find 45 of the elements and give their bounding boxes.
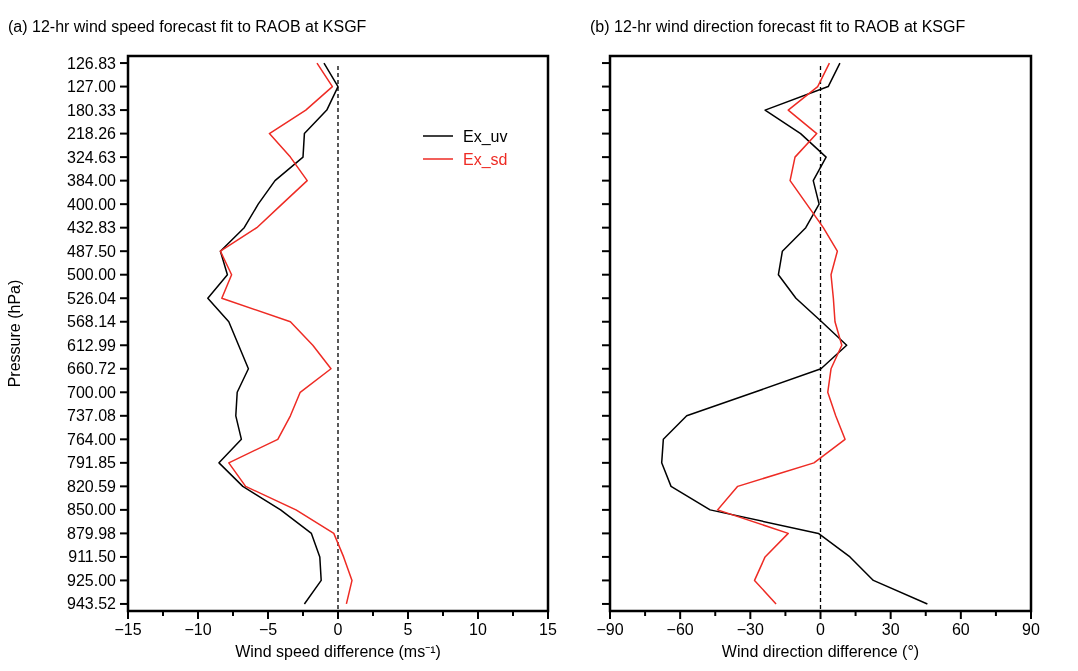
chart-title: (a) 12-hr wind speed forecast fit to RAOB at KSGF <box>8 18 367 35</box>
y-tick-label: 526.04 <box>67 289 117 307</box>
x-tick-label: 10 <box>469 621 487 638</box>
chart-title: (b) 12-hr wind direction forecast fit to RAOB at KSGF <box>590 18 966 35</box>
y-tick-label: 432.83 <box>67 219 117 237</box>
legend-label: Ex_uv <box>463 128 508 146</box>
x-tick-label: −5 <box>258 621 278 638</box>
x-axis-title: Wind direction difference (°) <box>721 643 920 660</box>
y-tick-label: 700.00 <box>67 383 117 401</box>
y-tick-label: 487.50 <box>67 242 117 260</box>
y-tick-label: 925.00 <box>67 571 117 589</box>
y-tick-label: 384.00 <box>67 172 117 190</box>
y-axis-title: Pressure (hPa) <box>6 279 23 388</box>
y-tick-label: 850.00 <box>67 501 117 519</box>
x-tick-label: 30 <box>881 621 900 638</box>
y-tick-label: 324.63 <box>67 148 117 166</box>
y-tick-label: 612.99 <box>67 336 117 354</box>
x-tick-label: 90 <box>1022 621 1040 638</box>
y-tick-label: 568.14 <box>67 313 117 331</box>
x-axis-title: Wind speed difference (ms⁻¹) <box>235 643 441 660</box>
y-tick-label: 764.00 <box>67 430 117 448</box>
x-tick-label: −15 <box>114 621 142 638</box>
legend-label: Ex_sd <box>463 151 508 169</box>
x-tick-label: −90 <box>596 621 624 638</box>
x-tick-label: 60 <box>951 621 970 638</box>
y-tick-label: 127.00 <box>67 78 117 96</box>
x-tick-label: 5 <box>403 621 413 638</box>
x-tick-label: 0 <box>333 621 343 638</box>
y-tick-label: 879.98 <box>67 524 117 542</box>
y-tick-label: 126.83 <box>67 54 117 72</box>
x-tick-label: −30 <box>736 621 765 638</box>
y-tick-label: 180.33 <box>67 101 117 119</box>
x-tick-label: 0 <box>816 621 826 638</box>
y-tick-label: 791.85 <box>67 454 117 472</box>
x-tick-label: −60 <box>666 621 694 638</box>
y-tick-label: 943.52 <box>67 595 117 613</box>
y-tick-label: 218.26 <box>67 125 117 143</box>
y-tick-label: 400.00 <box>67 195 117 213</box>
x-tick-label: 15 <box>539 621 557 638</box>
y-tick-label: 911.50 <box>68 548 117 566</box>
y-tick-label: 820.59 <box>67 477 117 495</box>
x-tick-label: −10 <box>184 621 212 638</box>
y-tick-label: 500.00 <box>67 266 117 284</box>
y-tick-label: 737.08 <box>67 407 117 425</box>
y-tick-label: 660.72 <box>67 360 117 378</box>
